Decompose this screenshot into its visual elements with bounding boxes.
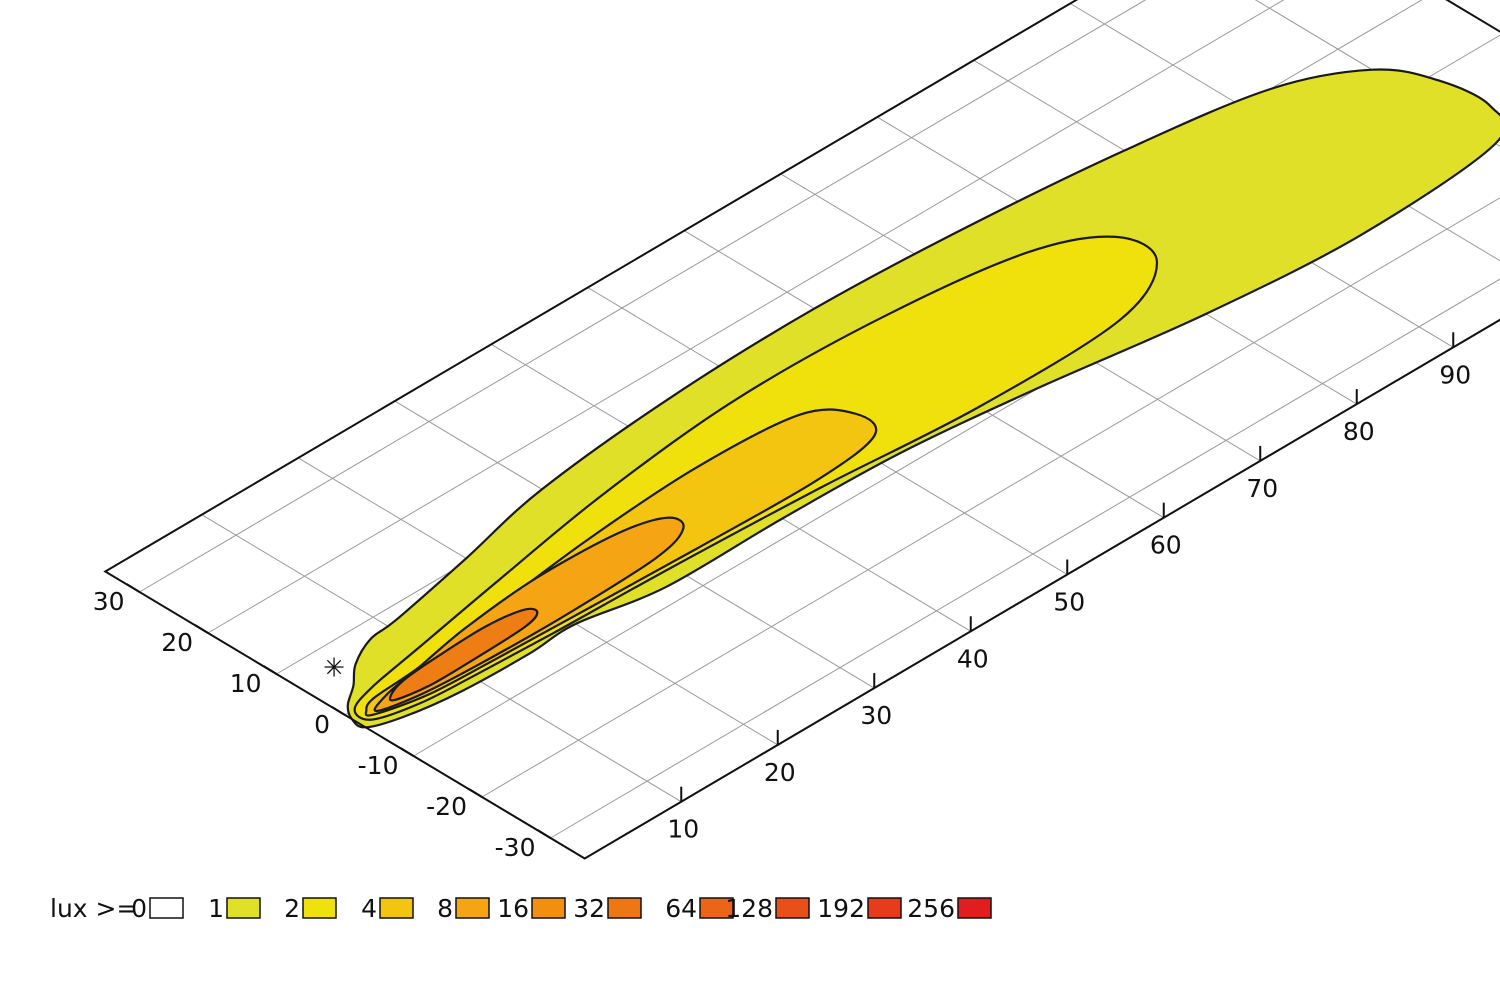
x-tick-label: 10 <box>230 669 262 698</box>
grid-line <box>207 0 1285 634</box>
isolux-contours <box>346 68 1500 729</box>
y-tick-label: 40 <box>957 644 989 673</box>
legend-swatch <box>775 897 810 919</box>
legend-label: 0 <box>131 894 147 923</box>
grid-line <box>139 0 1147 593</box>
grid-line <box>481 197 1500 798</box>
legend-swatch <box>867 897 902 919</box>
x-tick <box>125 583 141 593</box>
y-tick-label: 90 <box>1439 360 1471 389</box>
legend-swatch <box>226 897 261 919</box>
x-tick <box>399 747 415 757</box>
grid-line <box>550 278 1500 839</box>
legend-swatch <box>302 897 337 919</box>
legend-label: 16 <box>497 894 529 923</box>
legend-swatch <box>957 897 992 919</box>
y-tick-label: 80 <box>1343 417 1375 446</box>
legend-swatch <box>379 897 414 919</box>
legend-label: 2 <box>284 894 300 923</box>
legend-swatch <box>531 897 566 919</box>
legend-swatch <box>455 897 490 919</box>
y-tick-label: 60 <box>1150 531 1182 560</box>
x-tick <box>468 788 483 798</box>
light-source-icon: ✳ <box>323 654 345 684</box>
legend-label: 128 <box>725 894 773 923</box>
isolux-contour-16 <box>388 607 539 702</box>
x-tick-label: 30 <box>93 587 125 616</box>
x-tick <box>331 706 346 716</box>
legend-label: 8 <box>437 894 453 923</box>
y-tick-label: 50 <box>1053 588 1085 617</box>
x-tick-label: 0 <box>314 710 330 739</box>
x-tick-label: -20 <box>426 792 467 821</box>
legend-swatch <box>607 897 642 919</box>
legend-label: 1 <box>208 894 224 923</box>
x-tick-label: -30 <box>495 833 536 862</box>
x-tick-label: -10 <box>358 751 399 780</box>
x-tick <box>262 665 278 675</box>
legend-prefix: lux >= <box>50 894 137 923</box>
y-tick-label: 30 <box>860 701 892 730</box>
x-tick <box>536 829 552 839</box>
legend-label: 192 <box>817 894 865 923</box>
legend-label: 4 <box>361 894 377 923</box>
x-tick <box>194 624 209 634</box>
legend-swatch <box>699 897 734 919</box>
legend-label: 32 <box>573 894 605 923</box>
legend-label: 256 <box>907 894 955 923</box>
y-tick-label: 70 <box>1246 474 1278 503</box>
light-source-marker: ✳ <box>323 654 345 684</box>
legend-swatch <box>149 897 184 919</box>
x-tick-label: 20 <box>161 628 193 657</box>
y-tick-label: 20 <box>764 758 796 787</box>
y-tick-label: 10 <box>667 815 699 844</box>
legend-label: 64 <box>665 894 697 923</box>
legend: lux >= 0 1 2 4 8 16 32 64 128 192 256 <box>50 894 992 923</box>
axis-ticks: -30-20-100102030102030405060708090100110 <box>93 332 1471 862</box>
